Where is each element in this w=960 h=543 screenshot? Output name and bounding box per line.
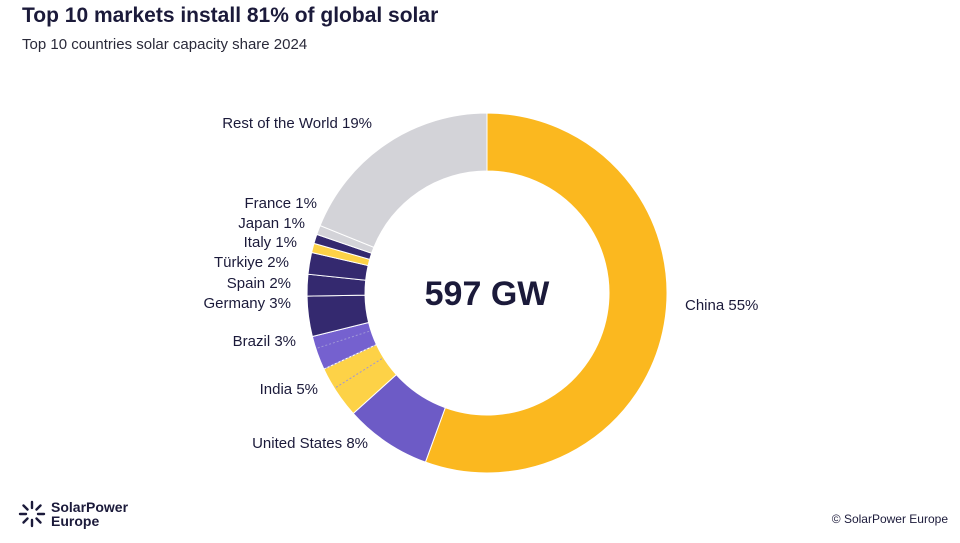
solarpower-europe-logo: SolarPower Europe — [18, 500, 128, 528]
slice-china — [424, 112, 668, 474]
logo-text-line2: Europe — [51, 513, 100, 529]
slice-separator — [335, 358, 383, 388]
slice-separator — [325, 344, 375, 369]
label-spain: Spain 2% — [227, 275, 291, 292]
slice-rest-of-the-world — [319, 112, 488, 248]
label-india: India 5% — [260, 381, 318, 398]
label-china: China 55% — [685, 297, 758, 314]
label-france: France 1% — [244, 195, 317, 212]
label-japan: Japan 1% — [238, 215, 305, 232]
chart-title: Top 10 markets install 81% of global sol… — [22, 4, 439, 27]
label-germany: Germany 3% — [203, 295, 291, 312]
logo-text-line1: SolarPower — [51, 499, 129, 515]
label-turkiye: Türkiye 2% — [214, 254, 289, 271]
label-united-states: United States 8% — [252, 435, 368, 452]
copyright-notice: © SolarPower Europe — [831, 512, 948, 526]
slice-separator — [317, 330, 370, 349]
label-brazil: Brazil 3% — [233, 333, 296, 350]
sun-burst-icon — [18, 500, 46, 528]
label-italy: Italy 1% — [244, 234, 297, 251]
center-total-label: 597 GW — [425, 275, 551, 313]
chart-subtitle: Top 10 countries solar capacity share 20… — [22, 36, 308, 53]
label-rest-of-the-world: Rest of the World 19% — [222, 115, 372, 132]
